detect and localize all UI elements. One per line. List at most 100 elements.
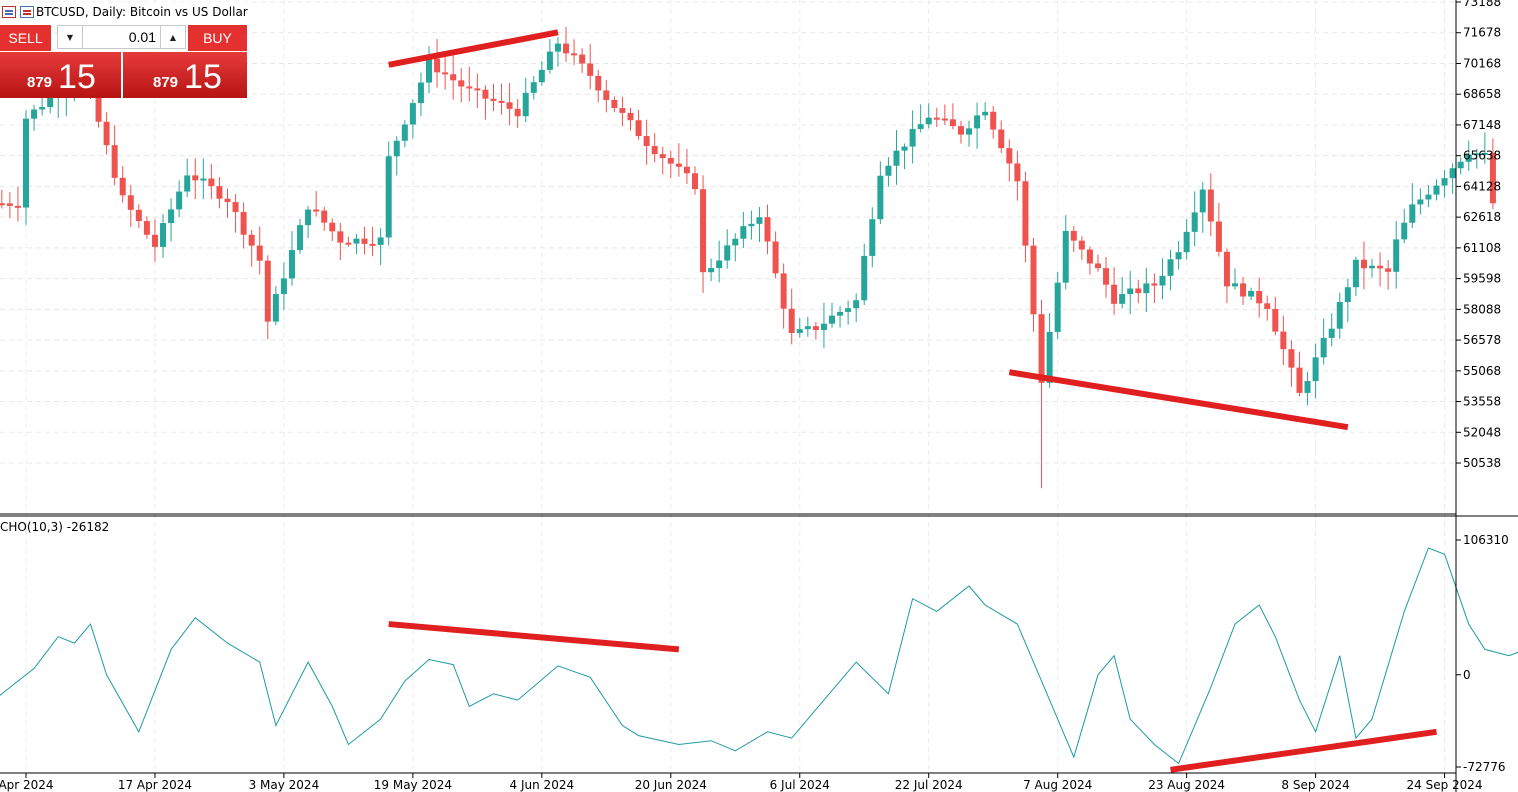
sell-price-small: 879	[27, 74, 53, 91]
candle-body	[1175, 252, 1182, 260]
candle-body	[909, 129, 916, 147]
candle-body	[756, 217, 763, 224]
candle-body	[732, 238, 739, 246]
candle-body	[377, 237, 384, 245]
candle-body	[297, 225, 304, 251]
sell-price-big: 15	[58, 58, 96, 96]
candle-body	[95, 91, 102, 122]
price-tick-label: 65638	[1463, 149, 1501, 163]
candle-body	[160, 223, 167, 247]
price-tick-label: 62618	[1463, 210, 1501, 224]
candle-body	[966, 128, 973, 135]
candle-body	[546, 51, 553, 70]
indicator-label: CHO(10,3) -26182	[0, 520, 109, 534]
candle-body	[353, 238, 360, 244]
sell-button[interactable]: SELL	[0, 25, 51, 51]
candle-body	[885, 165, 892, 176]
lot-size-input[interactable]: 0.01	[82, 26, 161, 48]
candle-body	[498, 100, 505, 103]
candle-body	[151, 234, 158, 247]
candle-body	[1240, 283, 1247, 297]
candle-body	[998, 129, 1005, 149]
candle-body	[554, 43, 561, 52]
candle-body	[345, 242, 352, 245]
chevron-down-icon[interactable]: ▼	[66, 32, 74, 42]
candle-body	[1248, 291, 1255, 297]
candle-body	[740, 226, 747, 239]
candle-body	[224, 198, 231, 203]
candle-body	[321, 210, 328, 223]
one-click-trading-panel: SELL ▼ 0.01 ▲ BUY 879 15 879 15	[0, 25, 247, 98]
oscillator-trendline	[1170, 728, 1437, 773]
candle-body	[1207, 189, 1214, 222]
candle-body	[538, 69, 545, 83]
candle-body	[466, 86, 473, 89]
candle-body	[957, 126, 964, 135]
buy-button[interactable]: BUY	[188, 25, 247, 51]
candle-body	[974, 115, 981, 129]
candle-body	[1441, 178, 1448, 186]
candle-body	[804, 326, 811, 330]
candle-body	[1167, 259, 1174, 276]
price-tick-label: 70168	[1463, 56, 1501, 70]
candle-body	[1280, 331, 1287, 350]
candle-body	[216, 186, 223, 199]
candle-body	[829, 315, 835, 324]
candle-body	[337, 231, 344, 243]
candle-body	[1360, 259, 1367, 269]
candle-body	[1191, 212, 1198, 232]
candle-body	[305, 209, 312, 226]
candle-body	[796, 329, 803, 333]
candle-body	[1103, 268, 1110, 285]
candle-body	[31, 109, 38, 119]
candle-body	[1215, 221, 1222, 252]
candle-body	[1425, 194, 1432, 200]
candle-body	[635, 120, 642, 137]
candle-body	[788, 308, 795, 333]
chevron-up-icon[interactable]: ▲	[169, 32, 177, 42]
candle-body	[1022, 181, 1029, 246]
price-trendline	[388, 29, 559, 68]
candle-body	[1030, 245, 1037, 315]
candle-body	[1457, 161, 1464, 169]
time-tick-label: 4 Jun 2024	[510, 778, 575, 792]
sell-price-button[interactable]: 879 15	[0, 52, 121, 98]
candle-body	[39, 107, 46, 110]
candle-body	[1070, 230, 1077, 241]
candle-body	[200, 178, 207, 181]
buy-price-button[interactable]: 879 15	[123, 52, 247, 98]
chart-title-bar: BTCUSD, Daily: Bitcoin vs US Dollar	[0, 2, 252, 22]
price-tick-label: 50538	[1463, 456, 1501, 470]
time-tick-label: 20 Jun 2024	[635, 778, 707, 792]
candle-body	[458, 80, 465, 87]
candle-body	[192, 175, 199, 181]
candle-body	[14, 205, 21, 208]
time-tick-label: 22 Jul 2024	[895, 778, 963, 792]
candle-body	[716, 260, 723, 269]
candle-body	[579, 54, 586, 64]
lot-size-control: ▼ 0.01 ▲	[57, 25, 186, 49]
candle-body	[490, 98, 497, 101]
candle-body	[1296, 367, 1303, 393]
candle-body	[1256, 291, 1263, 304]
candle-body	[1127, 288, 1134, 295]
buy-price-big: 15	[184, 58, 222, 96]
candle-body	[820, 323, 827, 331]
candle-body	[990, 111, 997, 130]
candle-body	[563, 43, 570, 54]
candle-body	[1135, 288, 1142, 294]
candle-body	[514, 108, 521, 117]
candle-body	[240, 212, 247, 235]
candle-body	[764, 217, 771, 242]
candle-body	[1038, 314, 1045, 383]
candle-body	[1409, 204, 1416, 223]
candle-body	[1199, 189, 1206, 213]
time-tick-label: 23 Aug 2024	[1148, 778, 1225, 792]
candle-body	[176, 191, 183, 210]
candle-body	[861, 255, 868, 301]
candle-body	[869, 219, 876, 256]
candle-body	[1143, 283, 1150, 294]
candle-body	[280, 278, 287, 295]
